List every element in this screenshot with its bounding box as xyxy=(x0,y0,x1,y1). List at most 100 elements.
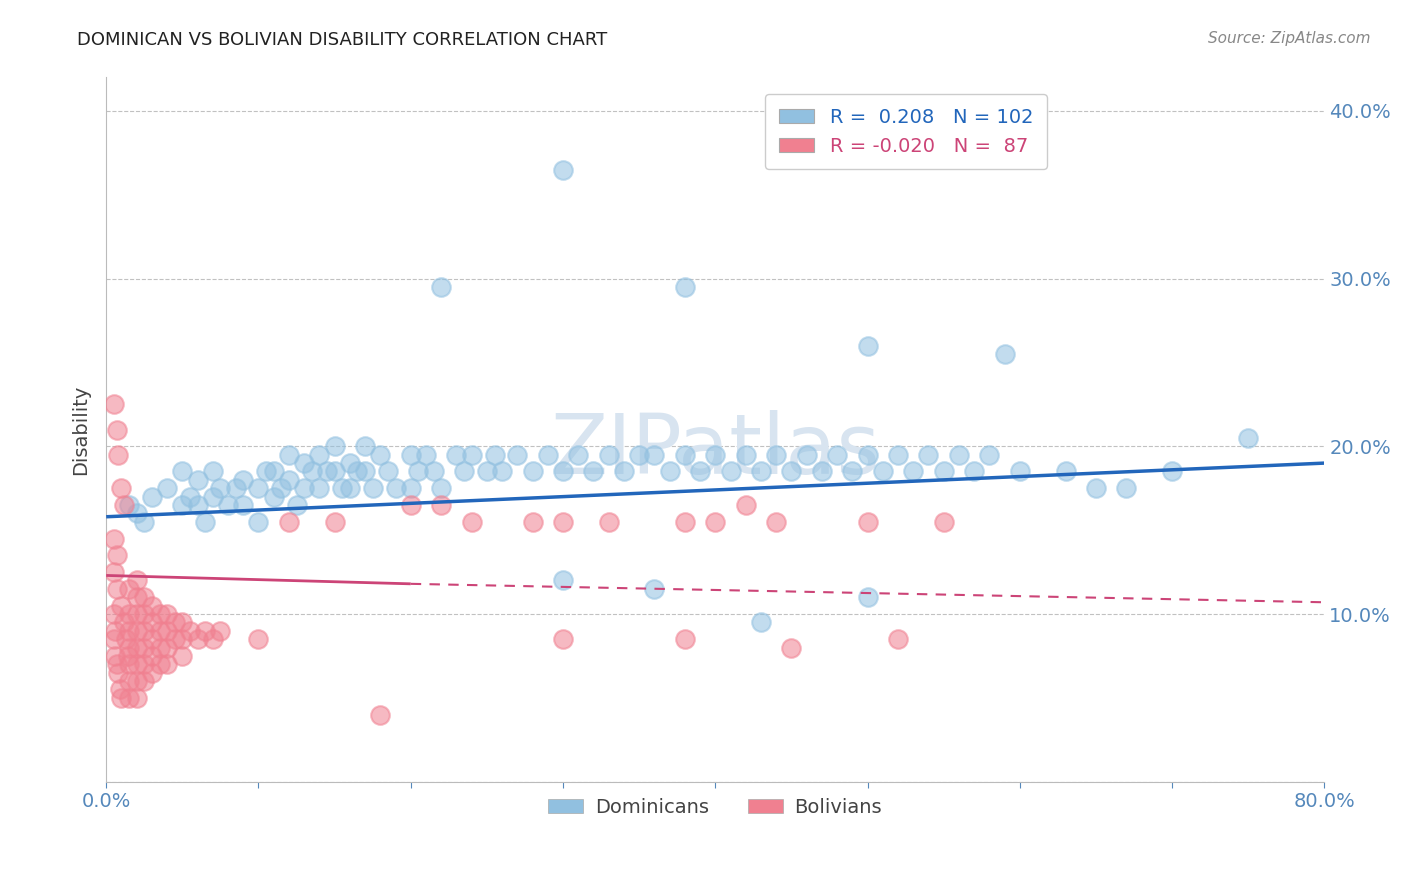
Point xyxy=(263,465,285,479)
Point xyxy=(118,607,141,621)
Point xyxy=(415,448,437,462)
Point xyxy=(125,607,148,621)
Point xyxy=(673,515,696,529)
Point xyxy=(209,481,232,495)
Point xyxy=(475,465,498,479)
Point xyxy=(301,465,323,479)
Point xyxy=(598,515,620,529)
Point xyxy=(125,624,148,638)
Point xyxy=(948,448,970,462)
Point xyxy=(780,465,803,479)
Point xyxy=(408,465,430,479)
Point xyxy=(110,481,132,495)
Point xyxy=(156,657,179,672)
Point xyxy=(156,624,179,638)
Point xyxy=(292,456,315,470)
Point xyxy=(148,624,170,638)
Point xyxy=(179,490,201,504)
Point xyxy=(734,498,756,512)
Point xyxy=(323,439,346,453)
Point xyxy=(484,448,506,462)
Point xyxy=(689,465,711,479)
Point xyxy=(1008,465,1031,479)
Point xyxy=(460,448,482,462)
Point xyxy=(361,481,384,495)
Point xyxy=(156,481,179,495)
Point xyxy=(613,465,636,479)
Point xyxy=(254,465,277,479)
Point xyxy=(704,515,727,529)
Point xyxy=(551,465,574,479)
Point xyxy=(187,498,209,512)
Point xyxy=(103,397,125,411)
Point xyxy=(399,498,422,512)
Point xyxy=(430,481,453,495)
Point xyxy=(354,465,377,479)
Point xyxy=(105,582,128,596)
Point xyxy=(932,465,955,479)
Point xyxy=(187,632,209,647)
Point xyxy=(765,448,787,462)
Point xyxy=(201,465,224,479)
Point xyxy=(643,448,665,462)
Point xyxy=(125,690,148,705)
Point xyxy=(118,674,141,689)
Point xyxy=(114,498,136,512)
Point xyxy=(430,280,453,294)
Point xyxy=(460,515,482,529)
Point xyxy=(673,448,696,462)
Point xyxy=(278,515,301,529)
Point xyxy=(278,448,301,462)
Point xyxy=(194,624,217,638)
Point xyxy=(841,465,863,479)
Point xyxy=(217,498,239,512)
Point xyxy=(118,690,141,705)
Point xyxy=(141,648,163,663)
Y-axis label: Disability: Disability xyxy=(72,384,90,475)
Point xyxy=(125,657,148,672)
Point xyxy=(673,280,696,294)
Point xyxy=(491,465,513,479)
Point xyxy=(811,465,834,479)
Point xyxy=(141,665,163,680)
Point xyxy=(172,648,194,663)
Point xyxy=(856,448,879,462)
Point xyxy=(103,607,125,621)
Point xyxy=(172,465,194,479)
Point xyxy=(887,448,910,462)
Point xyxy=(118,582,141,596)
Point xyxy=(506,448,529,462)
Point xyxy=(346,465,368,479)
Point xyxy=(110,599,132,613)
Point xyxy=(522,515,544,529)
Point xyxy=(209,624,232,638)
Point xyxy=(156,607,179,621)
Point xyxy=(979,448,1001,462)
Point xyxy=(749,615,772,630)
Point xyxy=(384,481,406,495)
Point xyxy=(125,507,148,521)
Point xyxy=(598,448,620,462)
Text: DOMINICAN VS BOLIVIAN DISABILITY CORRELATION CHART: DOMINICAN VS BOLIVIAN DISABILITY CORRELA… xyxy=(77,31,607,49)
Point xyxy=(148,657,170,672)
Point xyxy=(141,490,163,504)
Point xyxy=(270,481,292,495)
Point xyxy=(1054,465,1077,479)
Point xyxy=(278,473,301,487)
Point xyxy=(1161,465,1184,479)
Point xyxy=(247,481,270,495)
Point xyxy=(917,448,939,462)
Point xyxy=(104,624,127,638)
Point xyxy=(108,682,131,697)
Point xyxy=(551,574,574,588)
Point xyxy=(285,498,308,512)
Point xyxy=(316,465,339,479)
Point xyxy=(856,591,879,605)
Point xyxy=(765,515,787,529)
Point xyxy=(522,465,544,479)
Point xyxy=(134,640,156,655)
Point xyxy=(780,640,803,655)
Point xyxy=(232,498,254,512)
Point xyxy=(107,665,129,680)
Point xyxy=(194,515,217,529)
